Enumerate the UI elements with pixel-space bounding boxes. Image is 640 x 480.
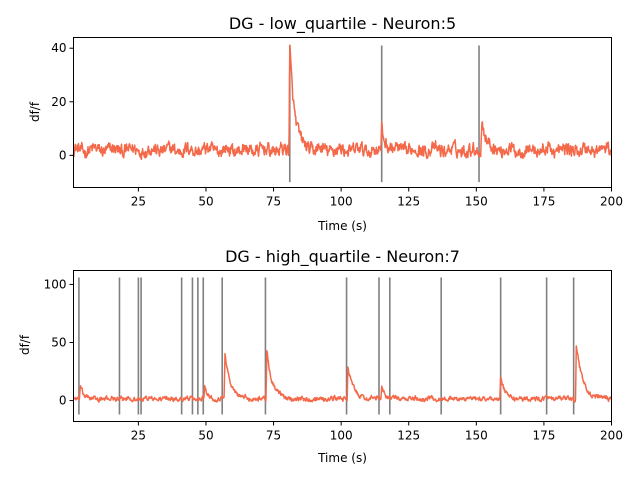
- x-tick-label: 25: [131, 429, 146, 443]
- x-tick-label: 100: [330, 195, 353, 209]
- subplot-low-quartile: DG - low_quartile - Neuron:5 df/f Time (…: [28, 14, 623, 233]
- x-tick-label: 125: [397, 429, 420, 443]
- y-ticks: 0 20 40: [51, 41, 74, 162]
- y-tick-label: 100: [44, 277, 67, 291]
- series-layer: [72, 44, 613, 161]
- x-tick-label: 50: [198, 195, 213, 209]
- x-tick-label: 175: [532, 429, 555, 443]
- y-ticks: 0 50 100: [44, 277, 74, 408]
- x-ticks: 25 50 75 100 125 150 175 200: [131, 421, 623, 443]
- x-axis-label: Time (s): [317, 451, 367, 465]
- x-tick-label: 150: [465, 195, 488, 209]
- series-layer: [73, 345, 613, 403]
- event-markers: [78, 277, 575, 415]
- x-tick-label: 200: [600, 429, 623, 443]
- x-axis-label: Time (s): [317, 219, 367, 233]
- plot-frame: [73, 270, 612, 422]
- y-tick-label: 0: [59, 394, 67, 408]
- x-tick-label: 175: [532, 195, 555, 209]
- x-tick-label: 150: [465, 429, 488, 443]
- x-tick-label: 100: [330, 429, 353, 443]
- y-axis-label: df/f: [18, 334, 32, 355]
- y-tick-label: 40: [51, 41, 66, 55]
- y-tick-label: 50: [51, 336, 66, 350]
- y-axis-label: df/f: [28, 101, 42, 122]
- chart-title: DG - low_quartile - Neuron:5: [229, 14, 456, 34]
- y-tick-label: 20: [51, 95, 66, 109]
- subplot-high-quartile: DG - high_quartile - Neuron:7 df/f Time …: [18, 247, 623, 465]
- chart-title: DG - high_quartile - Neuron:7: [225, 247, 460, 267]
- x-ticks: 25 50 75 100 125 150 175 200: [131, 187, 623, 209]
- x-tick-label: 50: [198, 429, 213, 443]
- x-tick-label: 75: [266, 429, 281, 443]
- x-tick-label: 125: [397, 195, 420, 209]
- y-tick-label: 0: [59, 148, 67, 162]
- x-tick-label: 75: [266, 195, 281, 209]
- x-tick-label: 25: [131, 195, 146, 209]
- plot-frame: [73, 37, 612, 188]
- df-f-trace: [73, 345, 613, 403]
- df-f-trace: [72, 44, 613, 161]
- x-tick-label: 200: [600, 195, 623, 209]
